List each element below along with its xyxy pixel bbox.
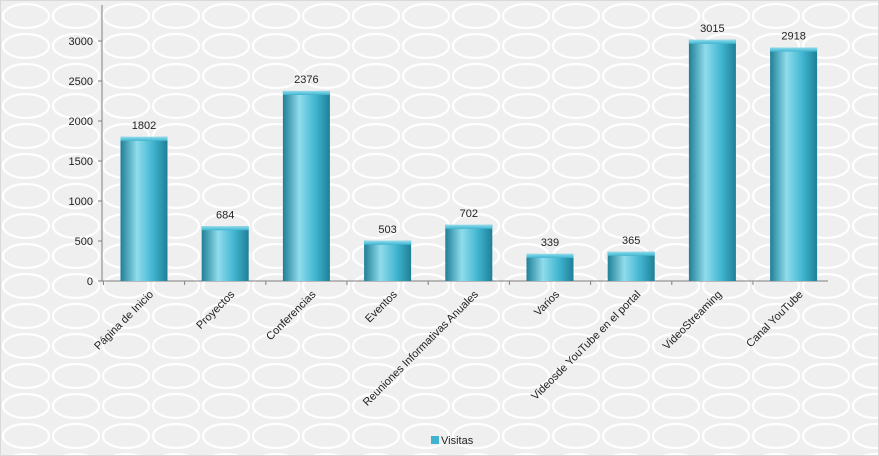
data-label: 1802 [132, 120, 156, 132]
bar [364, 240, 412, 281]
data-label: 2376 [294, 74, 318, 86]
bar-top-highlight [282, 90, 330, 95]
data-label: 2918 [781, 31, 805, 43]
y-tick-label: 0 [87, 276, 93, 288]
data-label: 3015 [700, 23, 724, 35]
bar [688, 39, 736, 281]
bar [282, 90, 330, 281]
bar [770, 47, 818, 282]
bar-top-highlight [688, 39, 736, 44]
bar [445, 224, 493, 281]
data-label: 339 [541, 237, 559, 249]
bar-top-highlight [526, 253, 574, 258]
y-tick-label: 3000 [69, 36, 93, 48]
data-label: 702 [460, 208, 478, 220]
y-tick-label: 2500 [69, 76, 93, 88]
y-tick-label: 1500 [69, 156, 93, 168]
bar [201, 226, 249, 281]
bar-top-highlight [770, 47, 818, 52]
y-tick-label: 500 [75, 236, 93, 248]
bar-top-highlight [120, 136, 168, 141]
y-tick-label: 2000 [69, 116, 93, 128]
bar-top-highlight [445, 224, 493, 229]
legend-swatch-visitas [431, 436, 439, 444]
data-label: 365 [622, 235, 640, 247]
bar [526, 253, 574, 281]
bar-top-highlight [364, 240, 412, 245]
bar-top-highlight [607, 251, 655, 256]
legend-label-visitas: Visitas [441, 435, 474, 447]
bar-top-highlight [201, 226, 249, 231]
data-label: 503 [378, 224, 396, 236]
bar [120, 136, 168, 281]
bar [607, 251, 655, 281]
y-tick-label: 1000 [69, 196, 93, 208]
data-label: 684 [216, 209, 234, 221]
